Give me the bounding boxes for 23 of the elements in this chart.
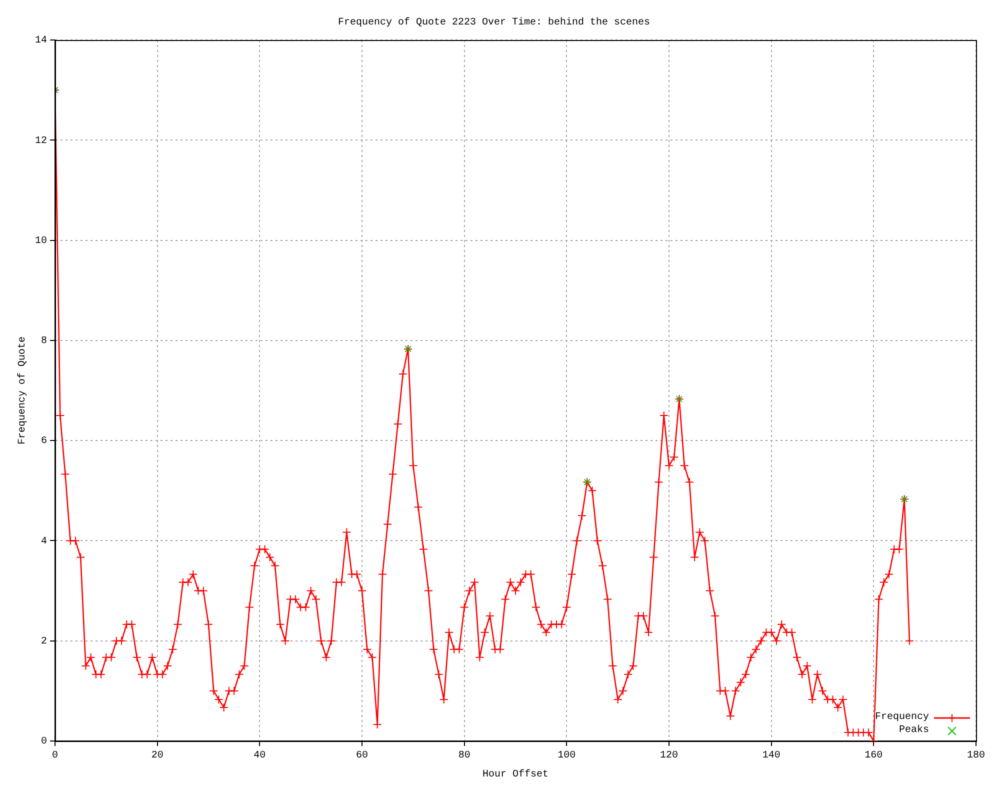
y-tick-label: 8	[40, 336, 47, 348]
y-tick-label: 12	[34, 136, 47, 147]
y-tick-label: 6	[40, 436, 47, 448]
x-tick-label: 60	[356, 750, 368, 762]
chart-title: Frequency of Quote 2223 Over Time: behind the scenes	[338, 16, 650, 29]
x-tick-label: 160	[864, 750, 883, 762]
y-axis-title: Frequency of Quote	[16, 336, 29, 445]
legend-label: Peaks	[898, 725, 929, 736]
x-tick-label: 40	[254, 750, 266, 762]
x-tick-label: 140	[762, 750, 780, 762]
x-tick-label: 180	[966, 750, 986, 762]
x-tick-label: 20	[151, 750, 164, 762]
x-axis-title: Hour Offset	[482, 768, 549, 781]
y-tick-label: 10	[34, 236, 47, 247]
x-tick-label: 80	[458, 750, 470, 762]
y-tick-label: 0	[40, 736, 47, 748]
y-tick-label: 2	[40, 636, 47, 648]
y-tick-label: 4	[40, 536, 47, 548]
y-tick-label: 14	[34, 36, 47, 47]
x-tick-label: 100	[558, 750, 576, 762]
legend-label: Frequency	[874, 712, 929, 723]
x-tick-label: 0	[52, 750, 58, 762]
x-tick-label: 120	[660, 750, 678, 762]
